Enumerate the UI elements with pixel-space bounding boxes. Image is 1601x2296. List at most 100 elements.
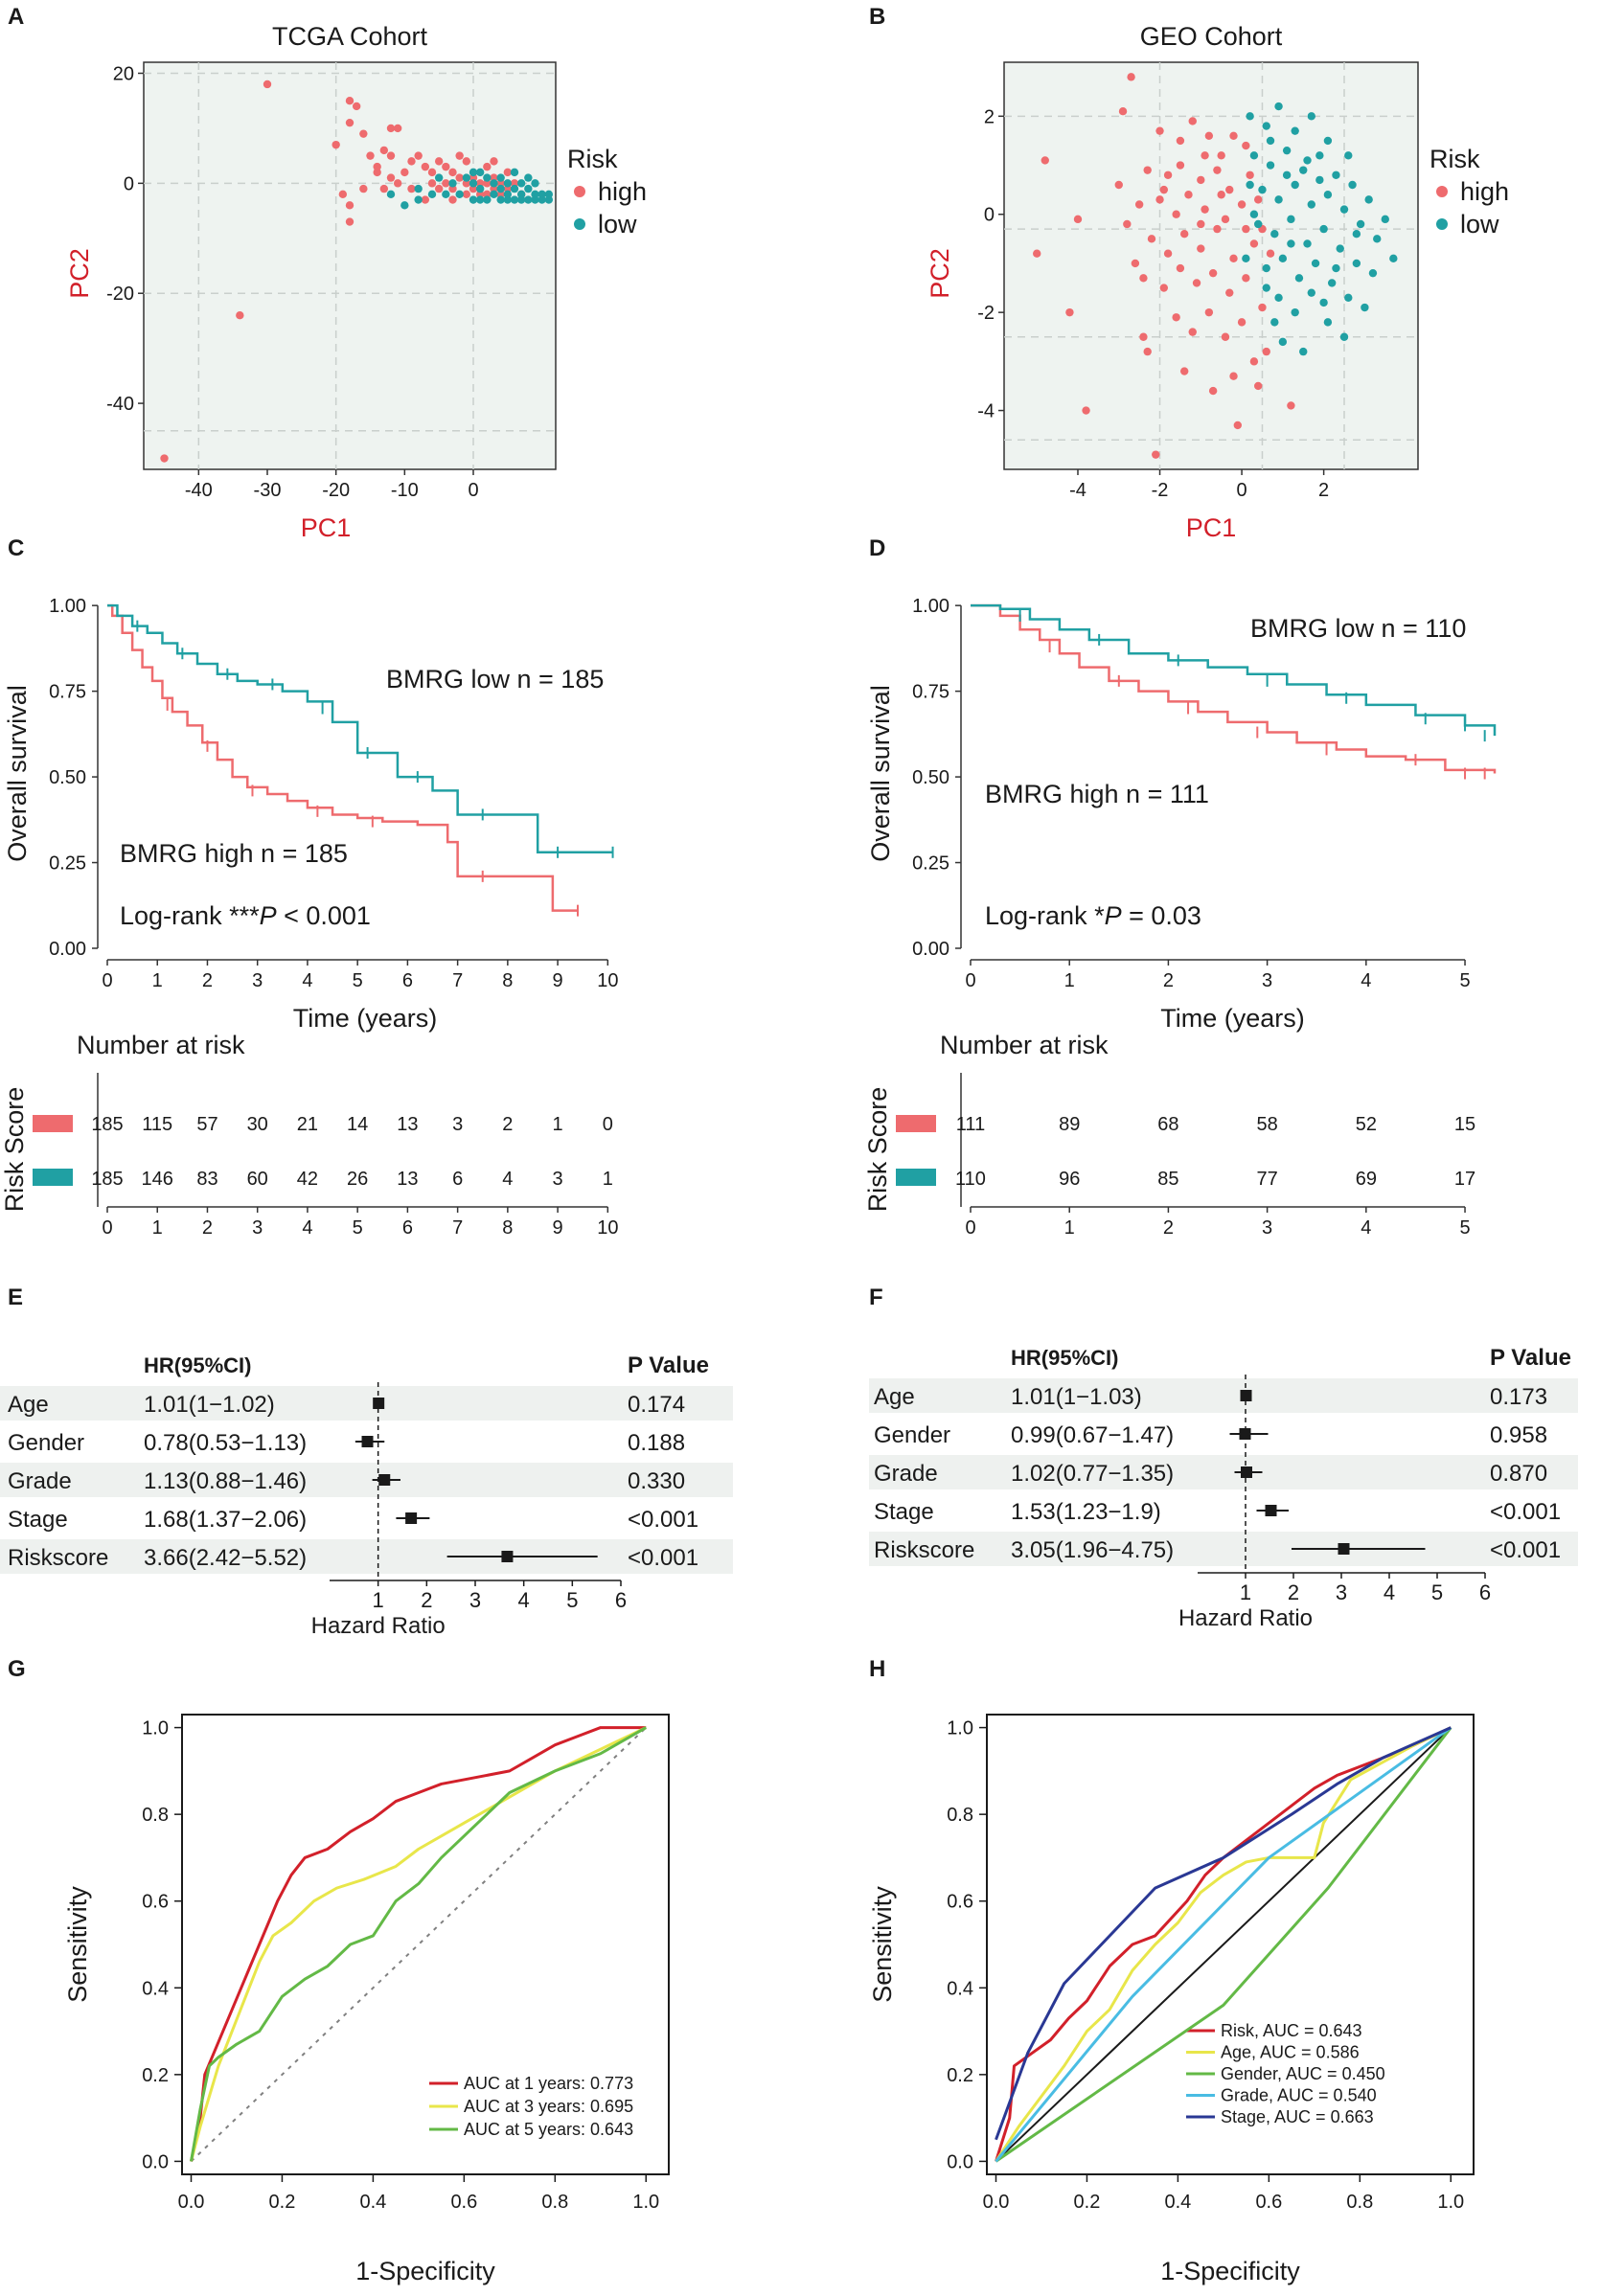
data-point-high xyxy=(448,195,457,204)
roc-curve-4 xyxy=(995,1726,1452,2163)
data-point-low xyxy=(524,173,533,182)
y-tick-label: 0.2 xyxy=(142,2065,169,2086)
data-point-low xyxy=(1311,259,1320,268)
data-point-low xyxy=(475,195,485,204)
data-point-high xyxy=(427,168,437,177)
data-point-high xyxy=(469,184,478,193)
row-label: Stage xyxy=(8,1507,68,1533)
data-point-high xyxy=(1201,205,1209,214)
x-tick-label: 3 xyxy=(1262,970,1272,991)
data-point-high xyxy=(1082,406,1090,415)
panel-e-forest-tcga: E HR(95%CI) P Value Age 1.01(1−1.02) 0.174 Gen… xyxy=(0,1284,733,1639)
data-point-high xyxy=(490,157,498,166)
row-hr-text: 1.01(1−1.02) xyxy=(144,1392,275,1418)
data-point-high xyxy=(1176,161,1185,170)
risk-count-high: 3 xyxy=(452,1114,463,1135)
row-p-value: 0.174 xyxy=(628,1392,685,1418)
data-point-high xyxy=(1147,235,1156,243)
risk-count-low: 17 xyxy=(1454,1169,1475,1190)
data-point-low xyxy=(469,168,478,177)
x-tick-label: 5 xyxy=(1431,1580,1443,1604)
data-point-low xyxy=(462,173,471,182)
data-point-high xyxy=(1204,307,1214,317)
risk-count-high: 21 xyxy=(297,1114,318,1135)
data-point-high xyxy=(407,184,416,193)
row-shade xyxy=(0,1463,733,1497)
data-point-high xyxy=(1213,224,1222,234)
x-tick-label: 8 xyxy=(502,970,513,991)
x-tick-label: 0 xyxy=(468,480,478,501)
data-point-high xyxy=(1179,367,1189,375)
row-hr-text: 0.78(0.53−1.13) xyxy=(144,1430,307,1456)
risk-count-low: 26 xyxy=(347,1169,368,1190)
data-point-low xyxy=(1249,151,1259,160)
data-point-high xyxy=(1258,303,1267,312)
data-point-low xyxy=(1361,303,1369,312)
data-point-high xyxy=(1217,191,1225,199)
data-point-high xyxy=(1163,170,1173,179)
risk-table-time-label: 2 xyxy=(202,1217,213,1239)
risk-table-time-label: 1 xyxy=(152,1217,163,1239)
legend-label-low: low xyxy=(598,210,637,239)
data-point-low xyxy=(1262,122,1270,130)
plot-background xyxy=(143,61,557,470)
data-point-low xyxy=(1270,318,1279,327)
x-tick-label: -4 xyxy=(1069,480,1086,501)
row-hr-text: 0.99(0.67−1.47) xyxy=(1011,1422,1174,1448)
panel-letter-h: H xyxy=(869,1656,885,1682)
risk-table-swatch-high xyxy=(896,1115,936,1132)
row-label: Gender xyxy=(874,1422,950,1448)
data-point-low xyxy=(1274,293,1283,302)
x-tick-label: 4 xyxy=(1384,1580,1395,1604)
risk-count-high: 13 xyxy=(397,1114,418,1135)
data-point-low xyxy=(516,179,526,188)
data-point-high xyxy=(393,124,402,133)
data-point-high xyxy=(1229,254,1238,263)
data-point-high xyxy=(1225,185,1234,194)
data-point-low xyxy=(1319,224,1328,234)
roc-curve-3 xyxy=(995,1726,1452,2163)
data-point-high xyxy=(1197,175,1205,185)
data-point-low xyxy=(475,168,485,177)
data-point-high xyxy=(263,80,272,89)
data-point-high xyxy=(434,184,444,193)
y-tick-label: 0.2 xyxy=(947,2065,973,2086)
risk-count-low: 77 xyxy=(1256,1169,1277,1190)
x-tick-label: 5 xyxy=(1459,970,1470,991)
legend-label-3: AUC at 5 years: 0.643 xyxy=(464,2120,633,2139)
data-point-high xyxy=(1176,263,1185,273)
data-point-high xyxy=(421,162,430,171)
data-point-low xyxy=(1274,195,1283,204)
risk-table-time-label: 3 xyxy=(1262,1217,1272,1239)
risk-count-high: 115 xyxy=(142,1114,172,1135)
data-point-high xyxy=(475,190,485,199)
row-hr-text: 1.01(1−1.03) xyxy=(1011,1384,1142,1410)
data-point-high xyxy=(1159,185,1169,194)
x-tick-label: 7 xyxy=(452,970,463,991)
y-tick-label: 1.00 xyxy=(49,596,86,617)
risk-count-high: 0 xyxy=(603,1114,613,1135)
data-point-high xyxy=(1192,279,1201,287)
x-tick-label: 0.8 xyxy=(541,2192,568,2213)
plot-frame xyxy=(986,1714,1475,2175)
y-tick-label: 0 xyxy=(124,173,134,194)
y-axis-label: Sensitivity xyxy=(63,1886,92,2003)
data-point-low xyxy=(1339,205,1349,214)
annotation-high: BMRG high n = 185 xyxy=(120,839,348,868)
y-tick-label: -2 xyxy=(977,303,995,324)
legend-swatch-high xyxy=(574,186,585,197)
data-point-low xyxy=(516,190,526,199)
x-tick-label: 1 xyxy=(1240,1580,1251,1604)
x-tick-label: 0.2 xyxy=(269,2192,296,2213)
data-point-high xyxy=(1242,274,1250,283)
header-hr: HR(95%CI) xyxy=(1011,1346,1118,1370)
risk-table-swatch-high xyxy=(33,1115,73,1132)
data-point-high xyxy=(379,146,389,155)
data-point-low xyxy=(1303,239,1312,248)
y-tick-label: 0.75 xyxy=(912,682,949,703)
data-point-high xyxy=(345,118,355,127)
data-point-high xyxy=(490,184,498,193)
data-point-low xyxy=(1323,318,1333,327)
row-label: Age xyxy=(874,1384,915,1410)
risk-table-swatch-low xyxy=(896,1169,936,1186)
